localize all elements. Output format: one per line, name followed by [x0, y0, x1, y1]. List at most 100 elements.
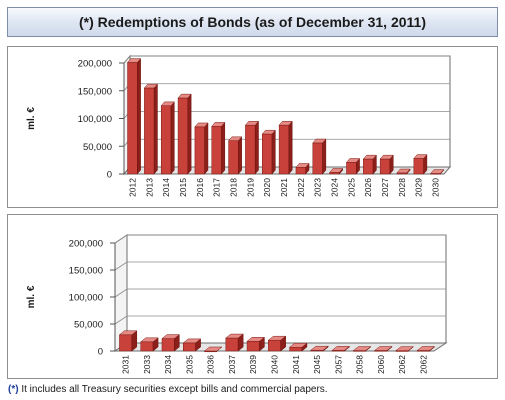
bar-front — [194, 126, 205, 175]
x-tick-label: 2040 — [270, 355, 280, 374]
gridline — [114, 315, 446, 325]
bar-front — [160, 105, 172, 175]
bar-2039 — [246, 336, 266, 352]
x-tick-label: 2026 — [363, 178, 373, 197]
chart-title: (*) Redemptions of Bonds (as of December… — [79, 14, 426, 30]
bar-2014 — [160, 101, 175, 175]
bar-2015 — [177, 93, 192, 175]
bar-top — [329, 168, 344, 173]
x-tick-label: 2012 — [127, 178, 137, 197]
y-tick-label: 100,000 — [78, 114, 112, 125]
x-tick-label: 2017 — [212, 178, 222, 197]
bar-2027 — [379, 154, 394, 175]
footnote-marker: (*) — [8, 384, 19, 395]
bar-top — [379, 154, 394, 160]
x-tick-label: 2060 — [376, 355, 386, 374]
bar-2026 — [362, 154, 377, 175]
bar-top — [312, 138, 327, 144]
bar-top — [352, 346, 372, 351]
bar-2062 — [416, 345, 436, 352]
x-tick-label: 2016 — [195, 178, 205, 197]
bar-2033 — [140, 337, 159, 352]
bar-top — [267, 335, 287, 341]
bar-side — [254, 120, 259, 175]
bar-front — [245, 124, 256, 175]
bar-top — [278, 121, 293, 126]
bar-top — [177, 93, 192, 99]
y-axis-label: ml. € — [26, 285, 37, 308]
bar-2024 — [329, 167, 344, 175]
bar-top — [288, 342, 308, 348]
x-tick-label: 2027 — [380, 178, 390, 197]
x-tick-label: 2033 — [142, 355, 152, 374]
bar-2031 — [118, 330, 138, 352]
bar-side — [204, 122, 209, 175]
bar-2028 — [396, 168, 411, 175]
bar-top — [310, 345, 329, 351]
bar-2016 — [194, 122, 209, 175]
bar-2021 — [278, 120, 293, 175]
bar-top — [225, 333, 244, 339]
bar-2012 — [126, 57, 142, 175]
y-tick-label: 200,000 — [69, 239, 103, 250]
bar-2045 — [310, 345, 329, 352]
y-tick-label: 50,000 — [83, 142, 112, 153]
x-tick-label: 2023 — [313, 178, 323, 197]
bar-front — [262, 133, 273, 175]
y-tick-label: 0 — [107, 170, 112, 181]
gridline — [114, 288, 446, 298]
bar-front — [211, 126, 222, 175]
bar-2062 — [395, 346, 414, 352]
bar-front — [127, 62, 138, 175]
bar-top — [161, 334, 181, 339]
bar-front — [289, 346, 303, 352]
bar-2030 — [430, 168, 445, 175]
x-tick-label: 2019 — [245, 178, 255, 197]
bar-2019 — [244, 120, 260, 175]
bar-side — [322, 138, 327, 175]
bar-top — [143, 83, 158, 89]
x-tick-label: 2018 — [228, 178, 238, 197]
bar-top — [244, 121, 260, 126]
x-tick-label: 2013 — [144, 178, 154, 197]
x-tick-label: 2031 — [121, 355, 131, 374]
x-tick-label: 2025 — [346, 178, 356, 197]
bar-2025 — [345, 157, 361, 175]
bar-2057 — [331, 345, 351, 352]
x-tick-label: 2058 — [355, 355, 365, 374]
x-tick-label: 2029 — [414, 178, 424, 197]
x-tick-label: 2036 — [206, 355, 216, 374]
bar-2037 — [225, 333, 244, 352]
y-axis-label: ml. € — [26, 107, 37, 130]
bar-front — [161, 338, 175, 352]
chart-title-bar: (*) Redemptions of Bonds (as of December… — [7, 7, 498, 37]
bar-top — [362, 154, 377, 160]
bar-front — [379, 158, 391, 175]
x-tick-label: 2030 — [431, 178, 441, 197]
x-tick-label: 2024 — [330, 178, 340, 197]
footnote: (*) It includes all Treasury securities … — [8, 384, 328, 395]
y-tick-label: 150,000 — [69, 266, 103, 277]
bar-top — [331, 346, 351, 351]
footnote-text: It includes all Treasury securities exce… — [18, 384, 328, 395]
bar-front — [228, 140, 239, 175]
bar-top — [373, 346, 393, 351]
bar-top — [182, 338, 202, 344]
bar-top — [395, 346, 414, 351]
bar-2060 — [373, 345, 393, 352]
bar-side — [187, 93, 192, 175]
bar-2022 — [295, 162, 310, 175]
bar-side — [238, 136, 242, 175]
bar-top — [160, 101, 175, 106]
bar-top — [126, 58, 142, 63]
x-tick-label: 2039 — [248, 355, 258, 374]
bar-front — [140, 341, 154, 352]
y-tick-label: 200,000 — [78, 59, 112, 70]
bar-side — [137, 57, 141, 175]
bar-side — [288, 120, 293, 175]
bar-top — [228, 136, 243, 141]
bar-front — [295, 167, 306, 175]
bar-front — [183, 342, 196, 352]
bar-front — [177, 97, 189, 175]
gridline — [123, 55, 450, 64]
